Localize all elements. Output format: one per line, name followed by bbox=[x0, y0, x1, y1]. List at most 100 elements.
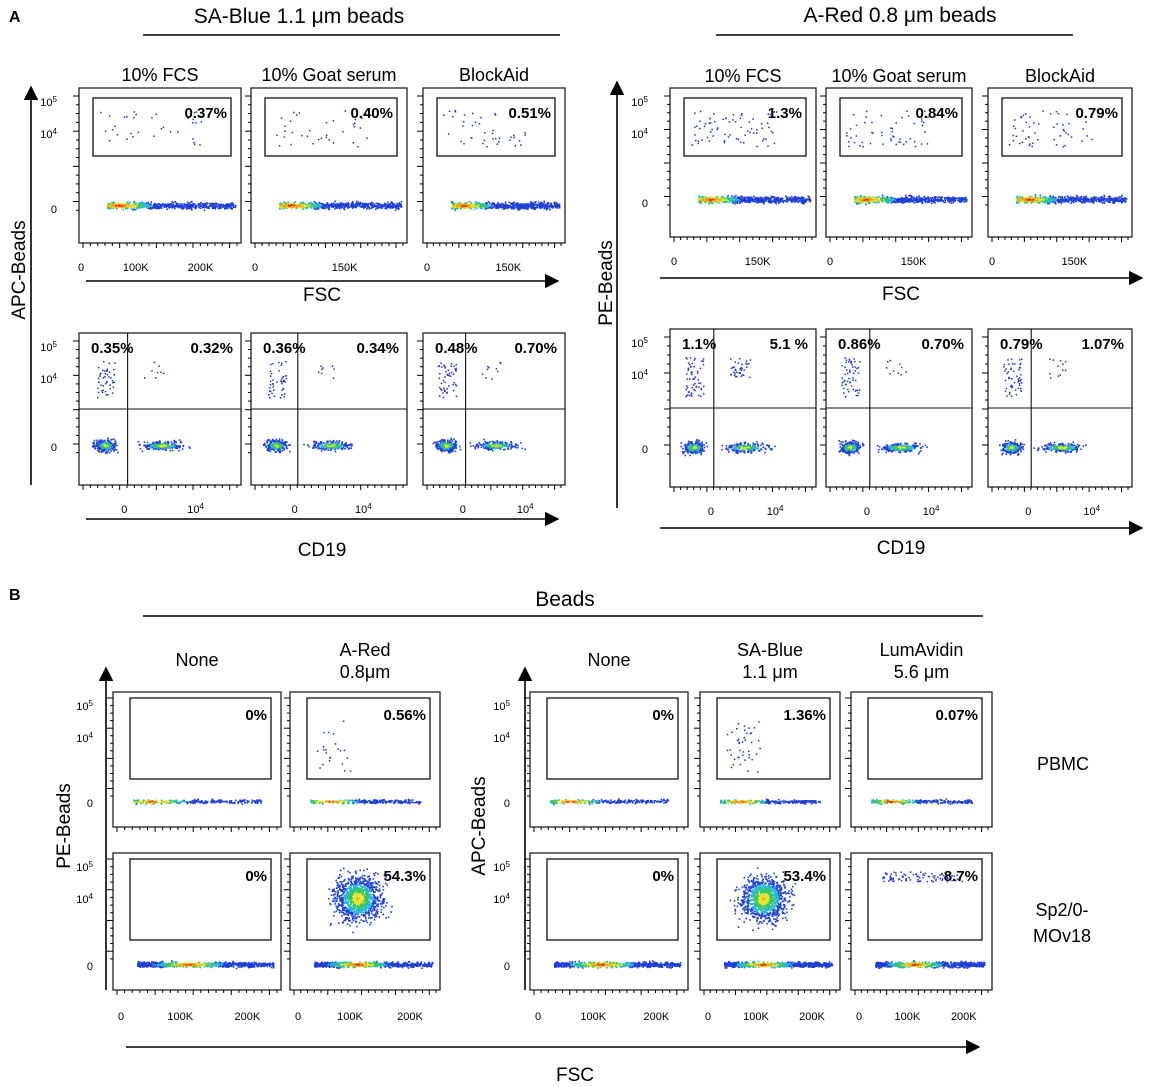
population-event bbox=[281, 440, 283, 442]
population-event bbox=[325, 203, 328, 206]
population-event bbox=[756, 197, 759, 199]
population-event bbox=[118, 203, 120, 205]
gated-event bbox=[765, 138, 767, 140]
population-event bbox=[550, 203, 553, 205]
population-event bbox=[145, 204, 147, 207]
population-event bbox=[269, 443, 272, 445]
population-event bbox=[151, 207, 153, 209]
population-event bbox=[148, 445, 150, 447]
population-event bbox=[324, 443, 327, 446]
population-event bbox=[500, 447, 502, 450]
population-event bbox=[498, 447, 501, 449]
population-event bbox=[341, 441, 343, 443]
population-event bbox=[174, 205, 177, 207]
population-event bbox=[350, 445, 353, 447]
population-event bbox=[350, 443, 352, 446]
population-event bbox=[748, 197, 750, 200]
population-event bbox=[122, 206, 125, 208]
population-event bbox=[117, 202, 119, 205]
gated-event bbox=[714, 120, 716, 123]
population-event bbox=[543, 201, 546, 204]
population-event bbox=[311, 202, 313, 204]
gated-event bbox=[849, 128, 852, 130]
population-event bbox=[168, 206, 171, 209]
population-event bbox=[550, 202, 552, 204]
population-event bbox=[497, 201, 499, 204]
gated-event bbox=[126, 138, 128, 140]
gated-event bbox=[366, 137, 368, 139]
population-event bbox=[197, 203, 200, 206]
population-event bbox=[287, 444, 290, 446]
population-event bbox=[316, 208, 318, 210]
population-event bbox=[302, 201, 305, 204]
population-event bbox=[397, 208, 400, 210]
population-event bbox=[333, 444, 335, 447]
population-event bbox=[204, 206, 206, 209]
population-event bbox=[459, 203, 462, 205]
population-event bbox=[447, 441, 449, 443]
population-event bbox=[531, 206, 534, 208]
population-event bbox=[195, 207, 198, 209]
population-event bbox=[320, 441, 322, 443]
population-event bbox=[795, 200, 797, 203]
gated-event bbox=[191, 122, 194, 124]
population-event bbox=[510, 443, 513, 445]
population-event bbox=[451, 450, 454, 453]
population-event bbox=[958, 201, 961, 203]
population-event bbox=[527, 207, 529, 210]
population-event bbox=[493, 446, 496, 448]
population-event bbox=[750, 198, 752, 201]
population-event bbox=[178, 439, 181, 441]
population-event bbox=[284, 441, 287, 444]
population-event bbox=[283, 201, 285, 203]
population-event bbox=[747, 196, 750, 199]
population-event bbox=[732, 201, 734, 204]
gated-event bbox=[756, 129, 758, 131]
gated-event bbox=[495, 368, 498, 370]
population-event bbox=[100, 449, 103, 452]
population-event bbox=[875, 196, 878, 199]
population-event bbox=[890, 197, 893, 200]
population-event bbox=[515, 446, 517, 449]
population-event bbox=[307, 444, 309, 446]
gated-event bbox=[100, 111, 102, 114]
population-event bbox=[217, 204, 220, 207]
gated-event bbox=[729, 134, 731, 136]
population-event bbox=[162, 448, 164, 451]
population-event bbox=[752, 199, 754, 201]
population-event bbox=[767, 197, 770, 200]
gated-event bbox=[480, 117, 482, 119]
population-event bbox=[750, 196, 752, 199]
population-event bbox=[475, 202, 477, 204]
population-event bbox=[442, 440, 445, 443]
population-event bbox=[101, 439, 103, 441]
gated-event bbox=[696, 125, 698, 127]
population-event bbox=[512, 203, 515, 206]
population-event bbox=[734, 203, 736, 205]
gated-event bbox=[697, 142, 699, 145]
population-event bbox=[442, 444, 445, 447]
population-event bbox=[158, 207, 161, 210]
population-event bbox=[141, 206, 144, 209]
gated-event bbox=[133, 117, 135, 119]
population-event bbox=[329, 445, 331, 447]
gated-event bbox=[520, 144, 522, 146]
cd19-plot bbox=[245, 332, 408, 490]
population-event bbox=[172, 445, 175, 448]
population-event bbox=[98, 441, 101, 444]
population-event bbox=[277, 448, 280, 451]
population-event bbox=[336, 442, 338, 445]
population-event bbox=[119, 206, 121, 208]
population-event bbox=[323, 207, 326, 210]
population-event bbox=[125, 205, 128, 207]
gated-event bbox=[498, 137, 501, 140]
population-event bbox=[701, 195, 704, 198]
population-event bbox=[734, 201, 736, 203]
population-event bbox=[324, 448, 327, 450]
population-event bbox=[454, 445, 456, 448]
population-event bbox=[340, 447, 343, 449]
gated-event bbox=[474, 121, 477, 124]
population-event bbox=[725, 198, 728, 201]
population-event bbox=[732, 197, 734, 199]
population-event bbox=[203, 203, 205, 205]
